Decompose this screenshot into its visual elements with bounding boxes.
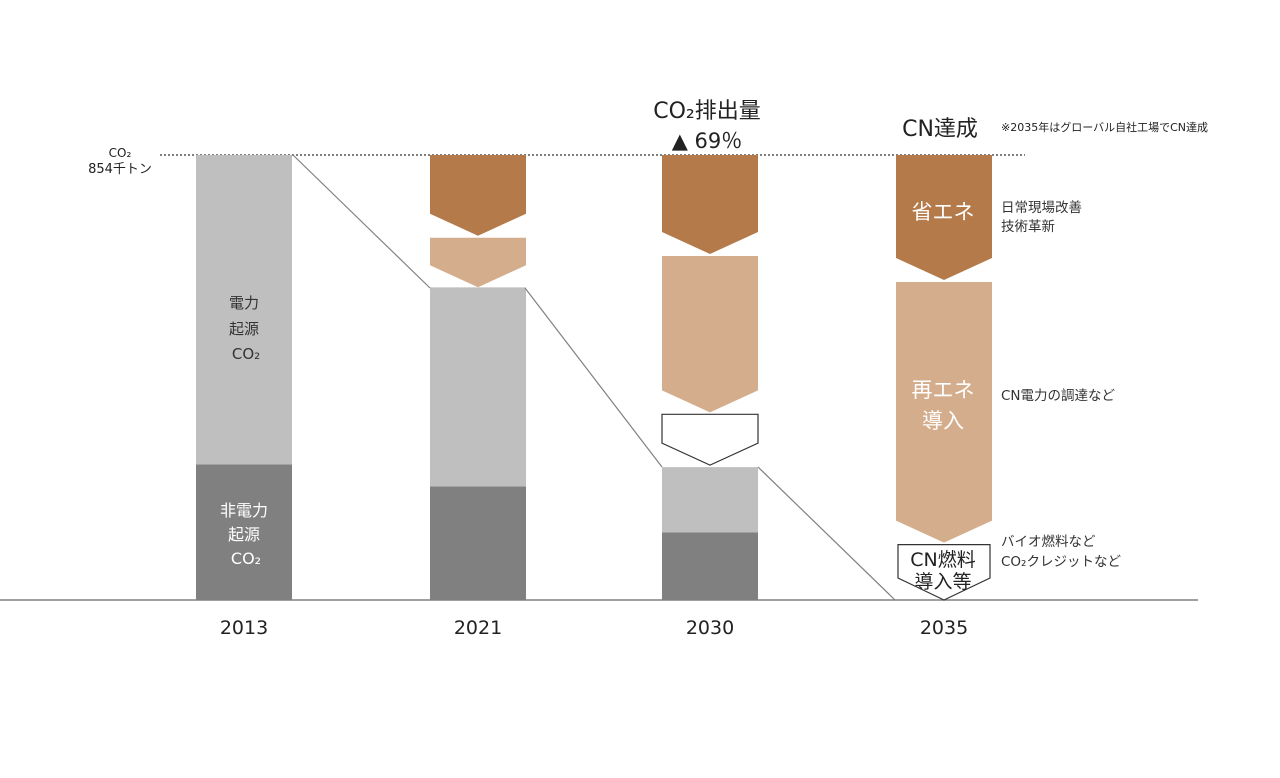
non-electric-bar <box>196 464 292 600</box>
note-saving-2: 技術革新 <box>1001 219 1055 235</box>
energy-saving-label: 省エネ <box>912 200 975 224</box>
year-label: 2030 <box>686 617 734 639</box>
renewable-arrow <box>896 282 992 543</box>
non-electric-bar <box>662 532 758 600</box>
electric-bar <box>430 287 526 487</box>
cn-fuel-arrow <box>661 413 759 466</box>
cn-title: CN達成 <box>902 117 978 142</box>
renewable-label-1: 再エネ <box>912 378 975 402</box>
renewable-arrow <box>662 256 758 413</box>
bars-layer <box>196 155 992 601</box>
electric-label-2: 起源 <box>229 320 259 338</box>
nonelectric-label-3: CO₂ <box>231 549 261 568</box>
baseline-value-label: 854千トン <box>88 162 152 177</box>
electric-bar <box>662 467 758 533</box>
nonelectric-label-1: 非電力 <box>220 501 268 520</box>
year-label: 2021 <box>454 617 502 639</box>
non-electric-bar <box>430 486 526 600</box>
cn-fuel-label-1: CN燃料 <box>910 549 975 571</box>
energy-saving-arrow <box>430 155 526 236</box>
note-fuel-2: CO₂クレジットなど <box>1001 554 1121 570</box>
year-label: 2013 <box>220 617 268 639</box>
electric-label-1: 電力 <box>229 294 259 312</box>
renewable-arrow <box>430 237 526 288</box>
note-renewable: CN電力の調達など <box>1001 388 1116 404</box>
cn-note: ※2035年はグローバル自社工場でCN達成 <box>1001 120 1208 134</box>
electric-bar <box>196 155 292 465</box>
electric-label-3: CO₂ <box>232 345 260 363</box>
energy-saving-arrow <box>662 155 758 255</box>
trend-lines <box>292 154 896 601</box>
note-saving-1: 日常現場改善 <box>1001 200 1082 216</box>
nonelectric-label-2: 起源 <box>228 525 260 544</box>
note-fuel-1: バイオ燃料など <box>1001 533 1096 550</box>
renewable-label-2: 導入 <box>922 409 964 433</box>
cn-fuel-arrow <box>897 543 991 601</box>
trend-line <box>524 287 663 468</box>
trend-line <box>292 154 431 289</box>
cn-fuel-label-2: 導入等 <box>914 571 971 593</box>
trend-line <box>757 466 896 601</box>
energy-saving-arrow <box>896 155 992 281</box>
reduction-value: ▲ 69％ <box>672 129 743 153</box>
baseline-co2-label: CO₂ <box>109 146 132 160</box>
year-label: 2035 <box>920 617 968 639</box>
reduction-title: CO₂排出量 <box>653 99 761 124</box>
